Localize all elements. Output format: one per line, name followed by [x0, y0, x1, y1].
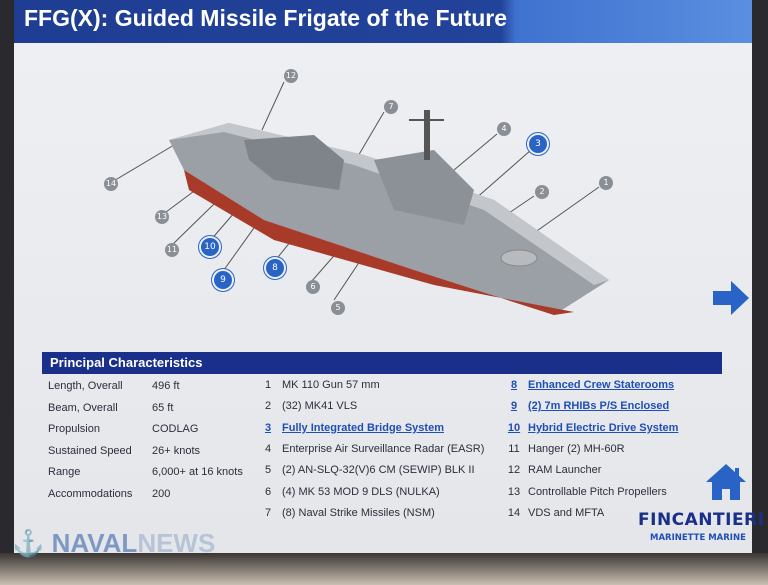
- item-number: 6: [264, 485, 272, 498]
- next-arrow-button[interactable]: [711, 278, 751, 318]
- item-text: (2) AN-SLQ-32(V)6 CM (SEWIP) BLK II: [282, 464, 475, 477]
- item-text: (8) Naval Strike Missiles (NSM): [282, 506, 435, 519]
- spec-label: Accommodations: [48, 487, 133, 500]
- spec-value: 200: [152, 487, 171, 500]
- callout-10[interactable]: 10: [201, 238, 219, 256]
- item-link[interactable]: Fully Integrated Bridge System: [282, 421, 444, 434]
- spec-label: Beam, Overall: [48, 401, 118, 414]
- item-number: 1: [264, 379, 272, 391]
- spec-label: Length, Overall: [48, 380, 123, 392]
- spec-label: Propulsion: [48, 423, 100, 435]
- item-text: Controllable Pitch Propellers: [528, 485, 667, 498]
- spec-value: CODLAG: [152, 423, 199, 435]
- spec-value: 496 ft: [152, 380, 180, 392]
- frigate-illustration: [111, 81, 609, 315]
- item-text: (4) MK 53 MOD 9 DLS (NULKA): [282, 485, 440, 498]
- item-text: VDS and MFTA: [528, 506, 605, 519]
- item-text: MK 110 Gun 57 mm: [282, 379, 380, 391]
- callout-14: 14: [104, 177, 118, 191]
- item-number[interactable]: 9: [510, 400, 518, 413]
- item-number: 11: [508, 442, 520, 455]
- item-text: Hanger (2) MH-60R: [528, 442, 625, 455]
- item-text: Enterprise Air Surveillance Radar (EASR): [282, 442, 485, 455]
- spec-label: Sustained Speed: [48, 444, 132, 457]
- callout-13: 13: [155, 210, 169, 224]
- title-bar: FFG(X): Guided Missile Frigate of the Fu…: [14, 0, 752, 43]
- spec-value: 6,000+ at 16 knots: [152, 466, 243, 478]
- page-title: FFG(X): Guided Missile Frigate of the Fu…: [24, 5, 508, 31]
- callout-5: 5: [331, 301, 345, 315]
- callout-7: 7: [384, 100, 398, 114]
- item-link[interactable]: Enhanced Crew Staterooms: [528, 379, 675, 391]
- item-text: (32) MK41 VLS: [282, 400, 358, 413]
- fincantieri-logo: FINCANTIERI: [638, 510, 765, 530]
- item-link[interactable]: (2) 7m RHIBs P/S Enclosed: [528, 400, 670, 413]
- marinette-marine-logo: MARINETTE MARINE: [650, 533, 746, 543]
- item-number: 7: [264, 506, 272, 519]
- callout-11: 11: [165, 243, 179, 257]
- item-number: 2: [264, 400, 272, 413]
- kiosk-bezel: [0, 553, 768, 585]
- characteristics-header: Principal Characteristics: [42, 352, 722, 374]
- callout-9[interactable]: 9: [214, 271, 232, 289]
- item-number[interactable]: 8: [510, 379, 518, 391]
- callout-1: 1: [599, 176, 613, 190]
- callout-6: 6: [306, 280, 320, 294]
- item-number: 14: [507, 506, 521, 519]
- item-link[interactable]: Hybrid Electric Drive System: [528, 421, 679, 434]
- spec-value: 65 ft: [152, 401, 174, 414]
- item-number: 13: [507, 485, 521, 498]
- callout-3[interactable]: 3: [529, 135, 547, 153]
- item-number[interactable]: 3: [264, 421, 272, 434]
- callout-12: 12: [284, 69, 298, 83]
- item-number: 4: [264, 442, 272, 455]
- callout-8[interactable]: 8: [266, 259, 284, 277]
- item-text: RAM Launcher: [528, 464, 602, 477]
- item-number: 5: [264, 464, 272, 477]
- home-button[interactable]: [704, 462, 748, 502]
- spec-value: 26+ knots: [152, 444, 201, 457]
- spec-label: Range: [48, 466, 81, 478]
- naval-news-watermark: ⚓ NAVALNEWS: [12, 528, 216, 558]
- item-number: 12: [507, 464, 521, 477]
- callout-2: 2: [535, 185, 549, 199]
- display-screen: FFG(X): Guided Missile Frigate of the Fu…: [14, 0, 764, 553]
- callout-4: 4: [497, 122, 511, 136]
- item-number[interactable]: 10: [507, 421, 521, 434]
